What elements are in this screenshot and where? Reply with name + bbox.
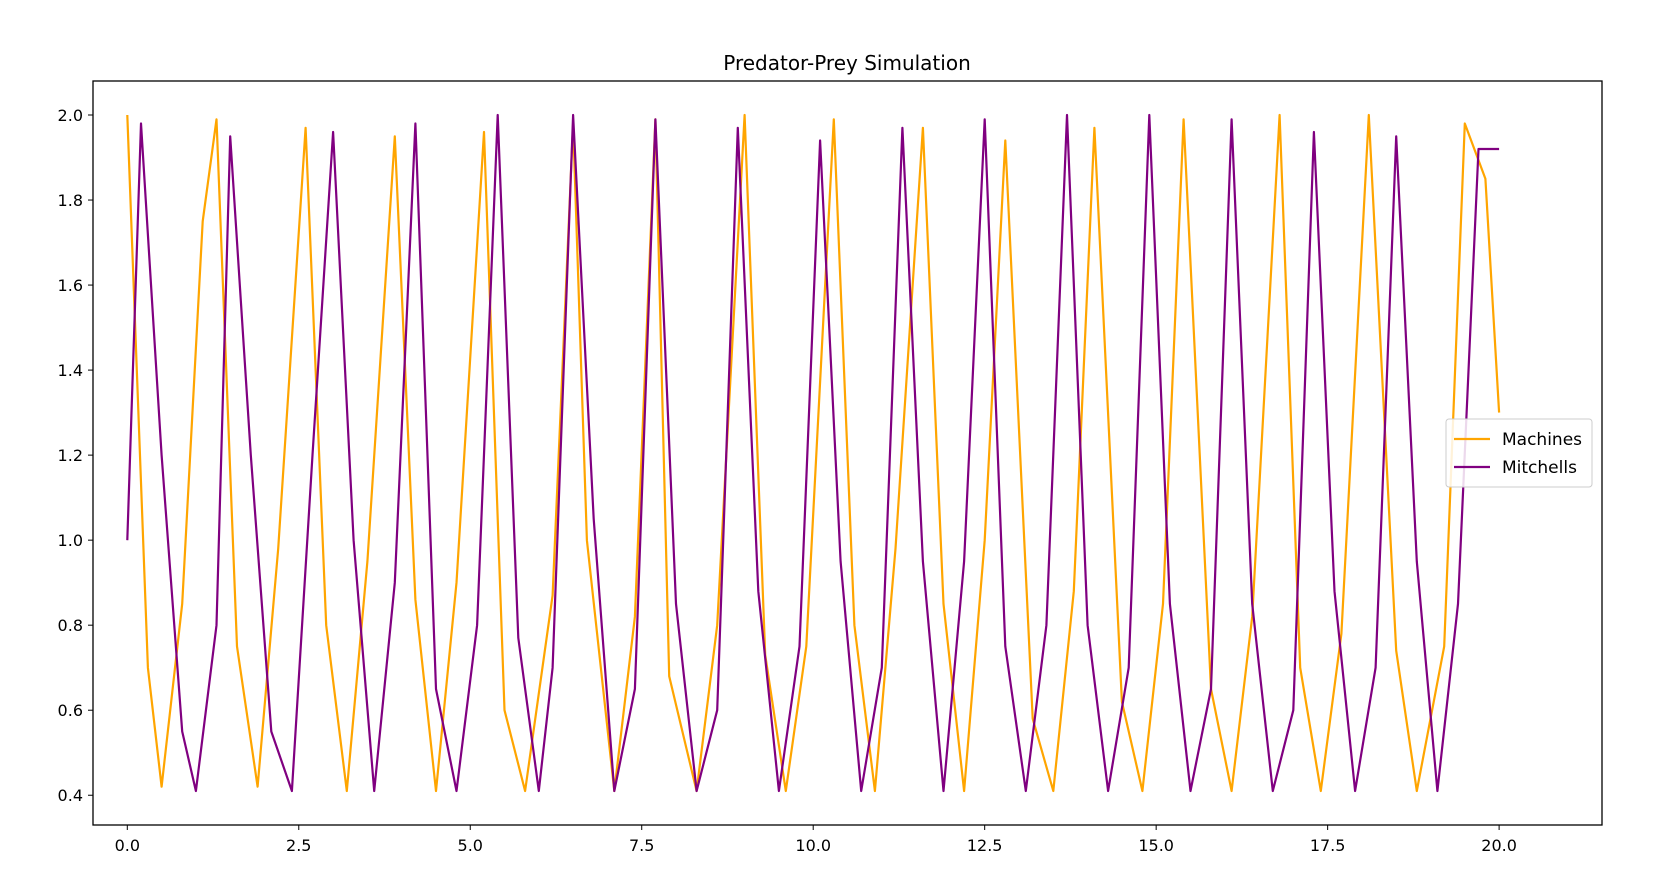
x-tick-label: 17.5	[1310, 836, 1346, 855]
chart-legend: Machines Mitchells	[1445, 418, 1593, 488]
x-tick-label: 20.0	[1481, 836, 1517, 855]
y-tick-label: 0.4	[58, 786, 83, 805]
series-line-mitchells	[126, 113, 1500, 793]
x-tick-label: 7.5	[629, 836, 654, 855]
plot-frame	[92, 80, 1603, 826]
chart-title: Predator-Prey Simulation	[723, 51, 971, 75]
legend-label-mitchells: Mitchells	[1502, 458, 1577, 478]
y-tick-label: 2.0	[58, 106, 83, 125]
x-tick-label: 5.0	[458, 836, 483, 855]
x-tick-label: 15.0	[1138, 836, 1174, 855]
series-line-machines	[126, 113, 1501, 793]
y-tick-label: 0.6	[58, 701, 83, 720]
x-tick-label: 0.0	[115, 836, 140, 855]
y-tick-label: 1.8	[58, 191, 83, 210]
x-tick-label: 12.5	[967, 836, 1003, 855]
legend-label-machines: Machines	[1502, 430, 1582, 450]
legend-box	[1445, 418, 1593, 488]
y-tick-label: 1.4	[58, 361, 83, 380]
y-tick-label: 0.8	[58, 616, 83, 635]
y-tick-label: 1.2	[58, 446, 83, 465]
x-tick-label: 10.0	[795, 836, 831, 855]
x-tick-label: 2.5	[286, 836, 311, 855]
y-tick-label: 1.6	[58, 276, 83, 295]
y-tick-label: 1.0	[58, 531, 83, 550]
